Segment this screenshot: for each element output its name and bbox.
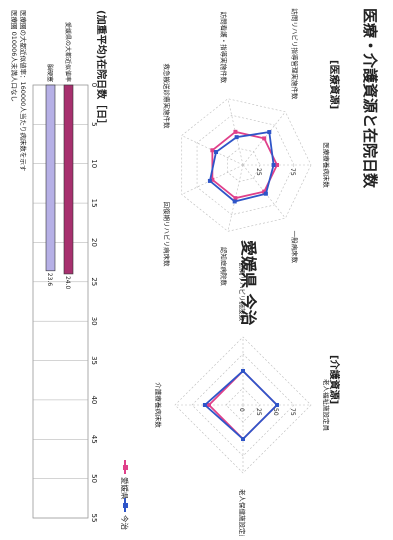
bar-chart-tick-label: 40 xyxy=(90,395,98,404)
bar-chart-value-label: 23.6 xyxy=(46,273,53,287)
bar-chart-tick-label: 15 xyxy=(90,199,98,208)
bar-chart-tick-label: 10 xyxy=(90,159,98,168)
medical-radar-axis-label: 訪問リハビリ指導管理実施件数 xyxy=(290,8,299,100)
care-radar-title: [介護資源] xyxy=(328,355,341,404)
care-radar-tick-label: 75 xyxy=(289,408,296,416)
bar-chart-value-label: 24.0 xyxy=(64,276,71,290)
bar-chart-tick-label: 0 xyxy=(90,83,98,87)
medical-radar-series-line-0 xyxy=(211,130,278,200)
medical-radar-series-point-1 xyxy=(267,130,272,135)
medical-radar-title: [医療資源] xyxy=(328,60,341,109)
care-radar-series-point-1 xyxy=(241,369,245,373)
care-radar-axis-label: 老人福祉施設定員 xyxy=(322,379,331,432)
care-radar-series-point-1 xyxy=(202,403,207,407)
bar-chart-tick-label: 55 xyxy=(90,514,98,523)
medical-radar-series-point-1 xyxy=(263,191,268,196)
legend-swatch-marker xyxy=(123,465,128,470)
care-radar-series-point-1 xyxy=(275,403,279,407)
medical-radar-series-point-1 xyxy=(271,163,276,167)
care-radar-axis-label: 介護療養病床数 xyxy=(154,382,163,428)
legend-swatch-marker xyxy=(123,503,128,508)
care-radar-series xyxy=(202,369,279,441)
medical-radar-series-point-0 xyxy=(275,163,279,167)
care-radar-tick-label: 25 xyxy=(255,408,262,416)
medical-radar-axis-label: 回復期リハビリ病床数 xyxy=(162,201,171,267)
medical-radar-series-line-1 xyxy=(208,131,275,203)
medical-radar-grid-ring xyxy=(227,148,261,182)
medical-radar-series-point-1 xyxy=(207,178,212,183)
bar-chart-category-label: 愛媛県の大都近似値率 xyxy=(64,22,72,82)
bar-chart-tick-label: 20 xyxy=(90,238,98,247)
bar-chart-ticks: 0 5 10 15 20 25 30 35 40 45 50 55 xyxy=(90,83,98,523)
medical-radar-axis-label: 救急搬送診療実施件数 xyxy=(162,64,171,130)
bar-chart-bar xyxy=(63,84,74,275)
medical-radar-tick-label: 25 xyxy=(255,168,262,176)
length-of-stay-bar-chart: (加重平均)在院日数［日］ 24.0 23.6 0 5 10 15 20 25 30 35 40 4… xyxy=(32,10,108,523)
care-radar-series-point-1 xyxy=(241,437,245,441)
care-radar-grid-ring xyxy=(174,336,312,474)
medical-radar-axis-label: 訪問看護・指導実施件数 xyxy=(219,12,228,84)
region-name: 愛媛県 今治 xyxy=(239,240,258,326)
bar-chart-tick-label: 30 xyxy=(90,317,98,326)
medical-radar-series-point-1 xyxy=(214,150,219,155)
legend-label: 今治 xyxy=(120,515,130,530)
care-radar-series-point-0 xyxy=(207,403,211,407)
care-radar-tick-label: 50 xyxy=(272,408,279,416)
care-radar-tick-label: 0 xyxy=(238,408,245,412)
medical-radar-series-point-0 xyxy=(210,148,215,153)
care-radar-grid-ring xyxy=(191,353,295,457)
bar-chart-bar xyxy=(45,84,56,272)
medical-radar-series-point-0 xyxy=(233,196,238,201)
medical-radar-axis-label: 一般病床数 xyxy=(290,231,299,264)
medical-radar-series-point-0 xyxy=(233,129,238,134)
bar-chart-tick-label: 25 xyxy=(90,277,98,286)
bar-chart-category-label: 脳硬塞 xyxy=(46,64,54,82)
medical-radar-tick-label: 75 xyxy=(289,168,296,176)
care-radar-axis-label: 老人保健施設定員 xyxy=(238,489,247,536)
legend-label: 愛媛県 xyxy=(120,477,130,500)
medical-radar-series-point-1 xyxy=(234,135,239,140)
bar-chart-grid xyxy=(32,84,89,519)
page-title: 医療・介護資源と在院日数 xyxy=(361,8,379,189)
bar-chart-tick-label: 50 xyxy=(90,474,98,483)
bar-chart-tick-label: 35 xyxy=(90,356,98,365)
bar-chart-title: (加重平均)在院日数［日］ xyxy=(95,10,108,129)
care-radar-axis-label: 訪問リハビリ施設数 xyxy=(238,263,247,322)
medical-radar-grid-ring xyxy=(181,98,312,232)
medical-radar-series xyxy=(207,129,279,204)
footnote-1: 医療圏の大都近似値率：160000人当たり病床数を示す xyxy=(19,10,28,172)
bar-chart-tick-label: 5 xyxy=(90,122,98,126)
bar-chart-tick-label: 45 xyxy=(90,435,98,444)
medical-radar-series-point-1 xyxy=(232,199,237,204)
medical-radar-axis-label: 医療療養病床数 xyxy=(322,142,331,188)
medical-radar-axis-label: 認知症病院数 xyxy=(219,247,228,287)
care-radar-grid xyxy=(174,336,312,474)
footnote-2: 医療圏 010006人未満人口なし xyxy=(10,10,19,102)
bar-chart-frame xyxy=(32,84,89,519)
bar-chart-bars: 24.0 23.6 xyxy=(45,84,74,290)
medical-radar-series-point-0 xyxy=(262,136,267,141)
medical-radar-grid xyxy=(181,98,312,232)
